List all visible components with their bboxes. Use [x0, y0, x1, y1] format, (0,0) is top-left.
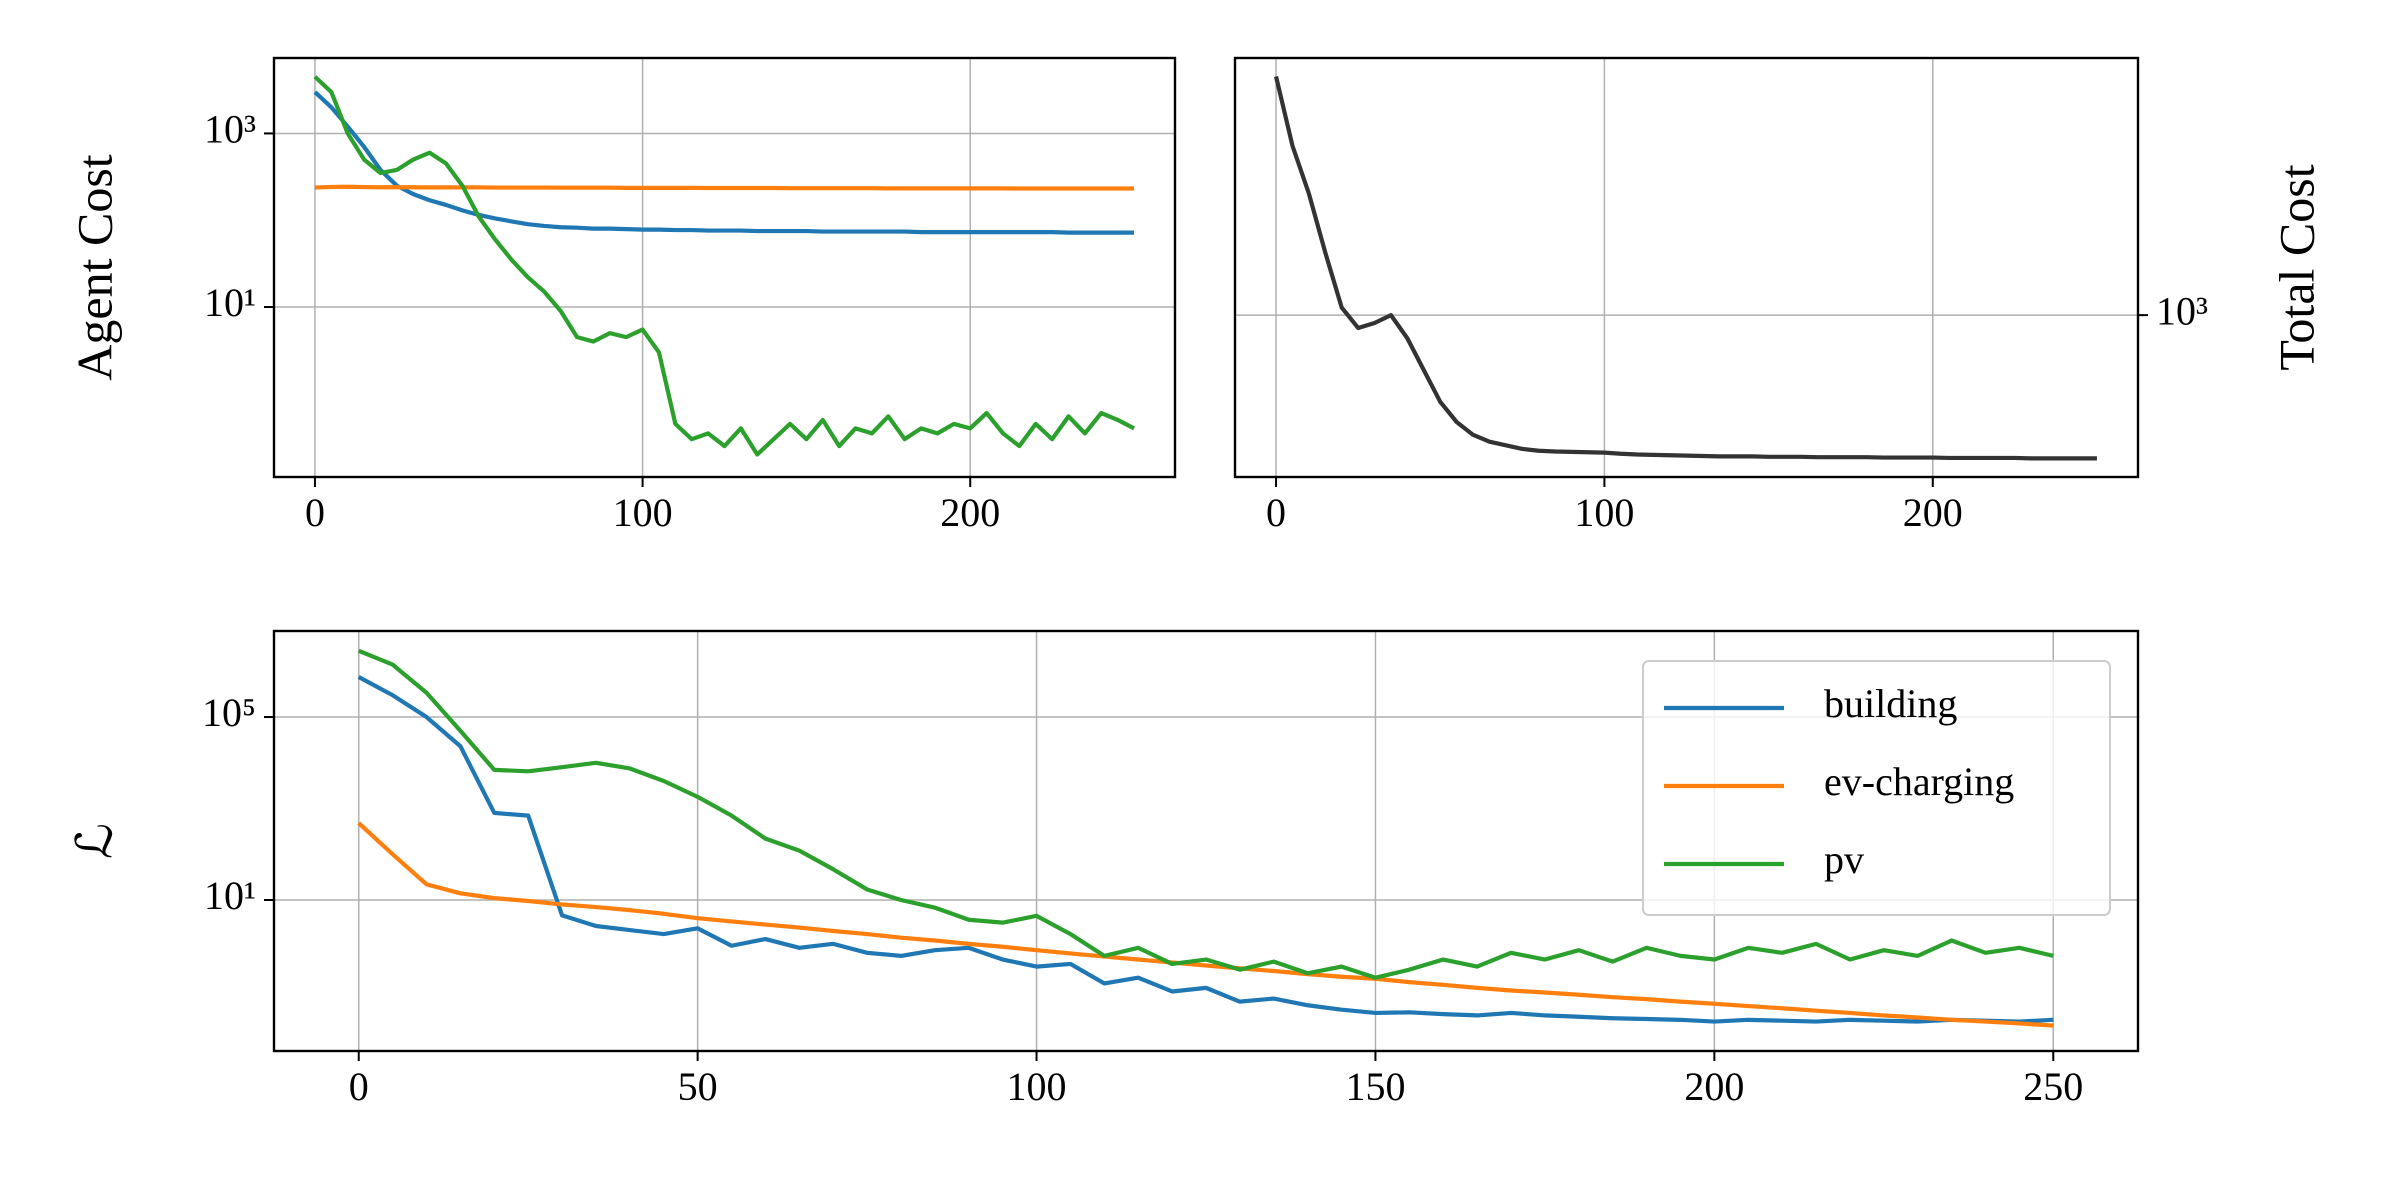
x-tick-label: 100	[613, 490, 673, 535]
legend-label: pv	[1824, 837, 1864, 882]
data-line	[357, 675, 2054, 1024]
x-tick-label: 100	[1574, 490, 1634, 535]
x-tick-label: 200	[1903, 490, 1963, 535]
x-tick-label: 0	[1266, 490, 1286, 535]
y-tick-label: 10¹	[204, 873, 256, 918]
data-line	[357, 648, 2054, 980]
legend-label: building	[1824, 681, 1957, 726]
x-tick-label: 200	[1684, 1064, 1744, 1109]
data-line	[357, 821, 2054, 1028]
legend-box	[1642, 660, 2111, 916]
y-tick-label: 10³	[2156, 288, 2208, 333]
x-tick-label: 150	[1345, 1064, 1405, 1109]
data-line	[313, 90, 1135, 235]
axes-frame	[272, 56, 1177, 479]
x-tick-label: 0	[349, 1064, 369, 1109]
x-tick-label: 0	[305, 490, 325, 535]
axes-frame	[1233, 56, 2140, 479]
plot-lines	[313, 75, 1136, 457]
plot-lines	[1274, 76, 2097, 461]
legend-label: ev-charging	[1824, 759, 2014, 804]
y-axis-label: Total Cost	[2268, 164, 2324, 370]
x-tick-label: 200	[940, 490, 1000, 535]
y-tick-label: 10⁵	[202, 690, 256, 735]
x-tick-label: 50	[678, 1064, 718, 1109]
x-tick-label: 100	[1007, 1064, 1067, 1109]
y-tick-label: 10³	[204, 107, 256, 152]
axes-frame	[272, 629, 2140, 1053]
data-line	[314, 184, 1135, 191]
y-axis-label: ℒ	[66, 823, 122, 859]
y-axis-label: Agent Cost	[66, 154, 122, 381]
data-line	[1274, 76, 2097, 461]
y-tick-label: 10¹	[204, 280, 256, 325]
legend: building ev-charging pv	[1642, 660, 2111, 916]
x-tick-label: 250	[2023, 1064, 2083, 1109]
data-line	[313, 75, 1136, 457]
plot-lines	[357, 648, 2054, 1028]
